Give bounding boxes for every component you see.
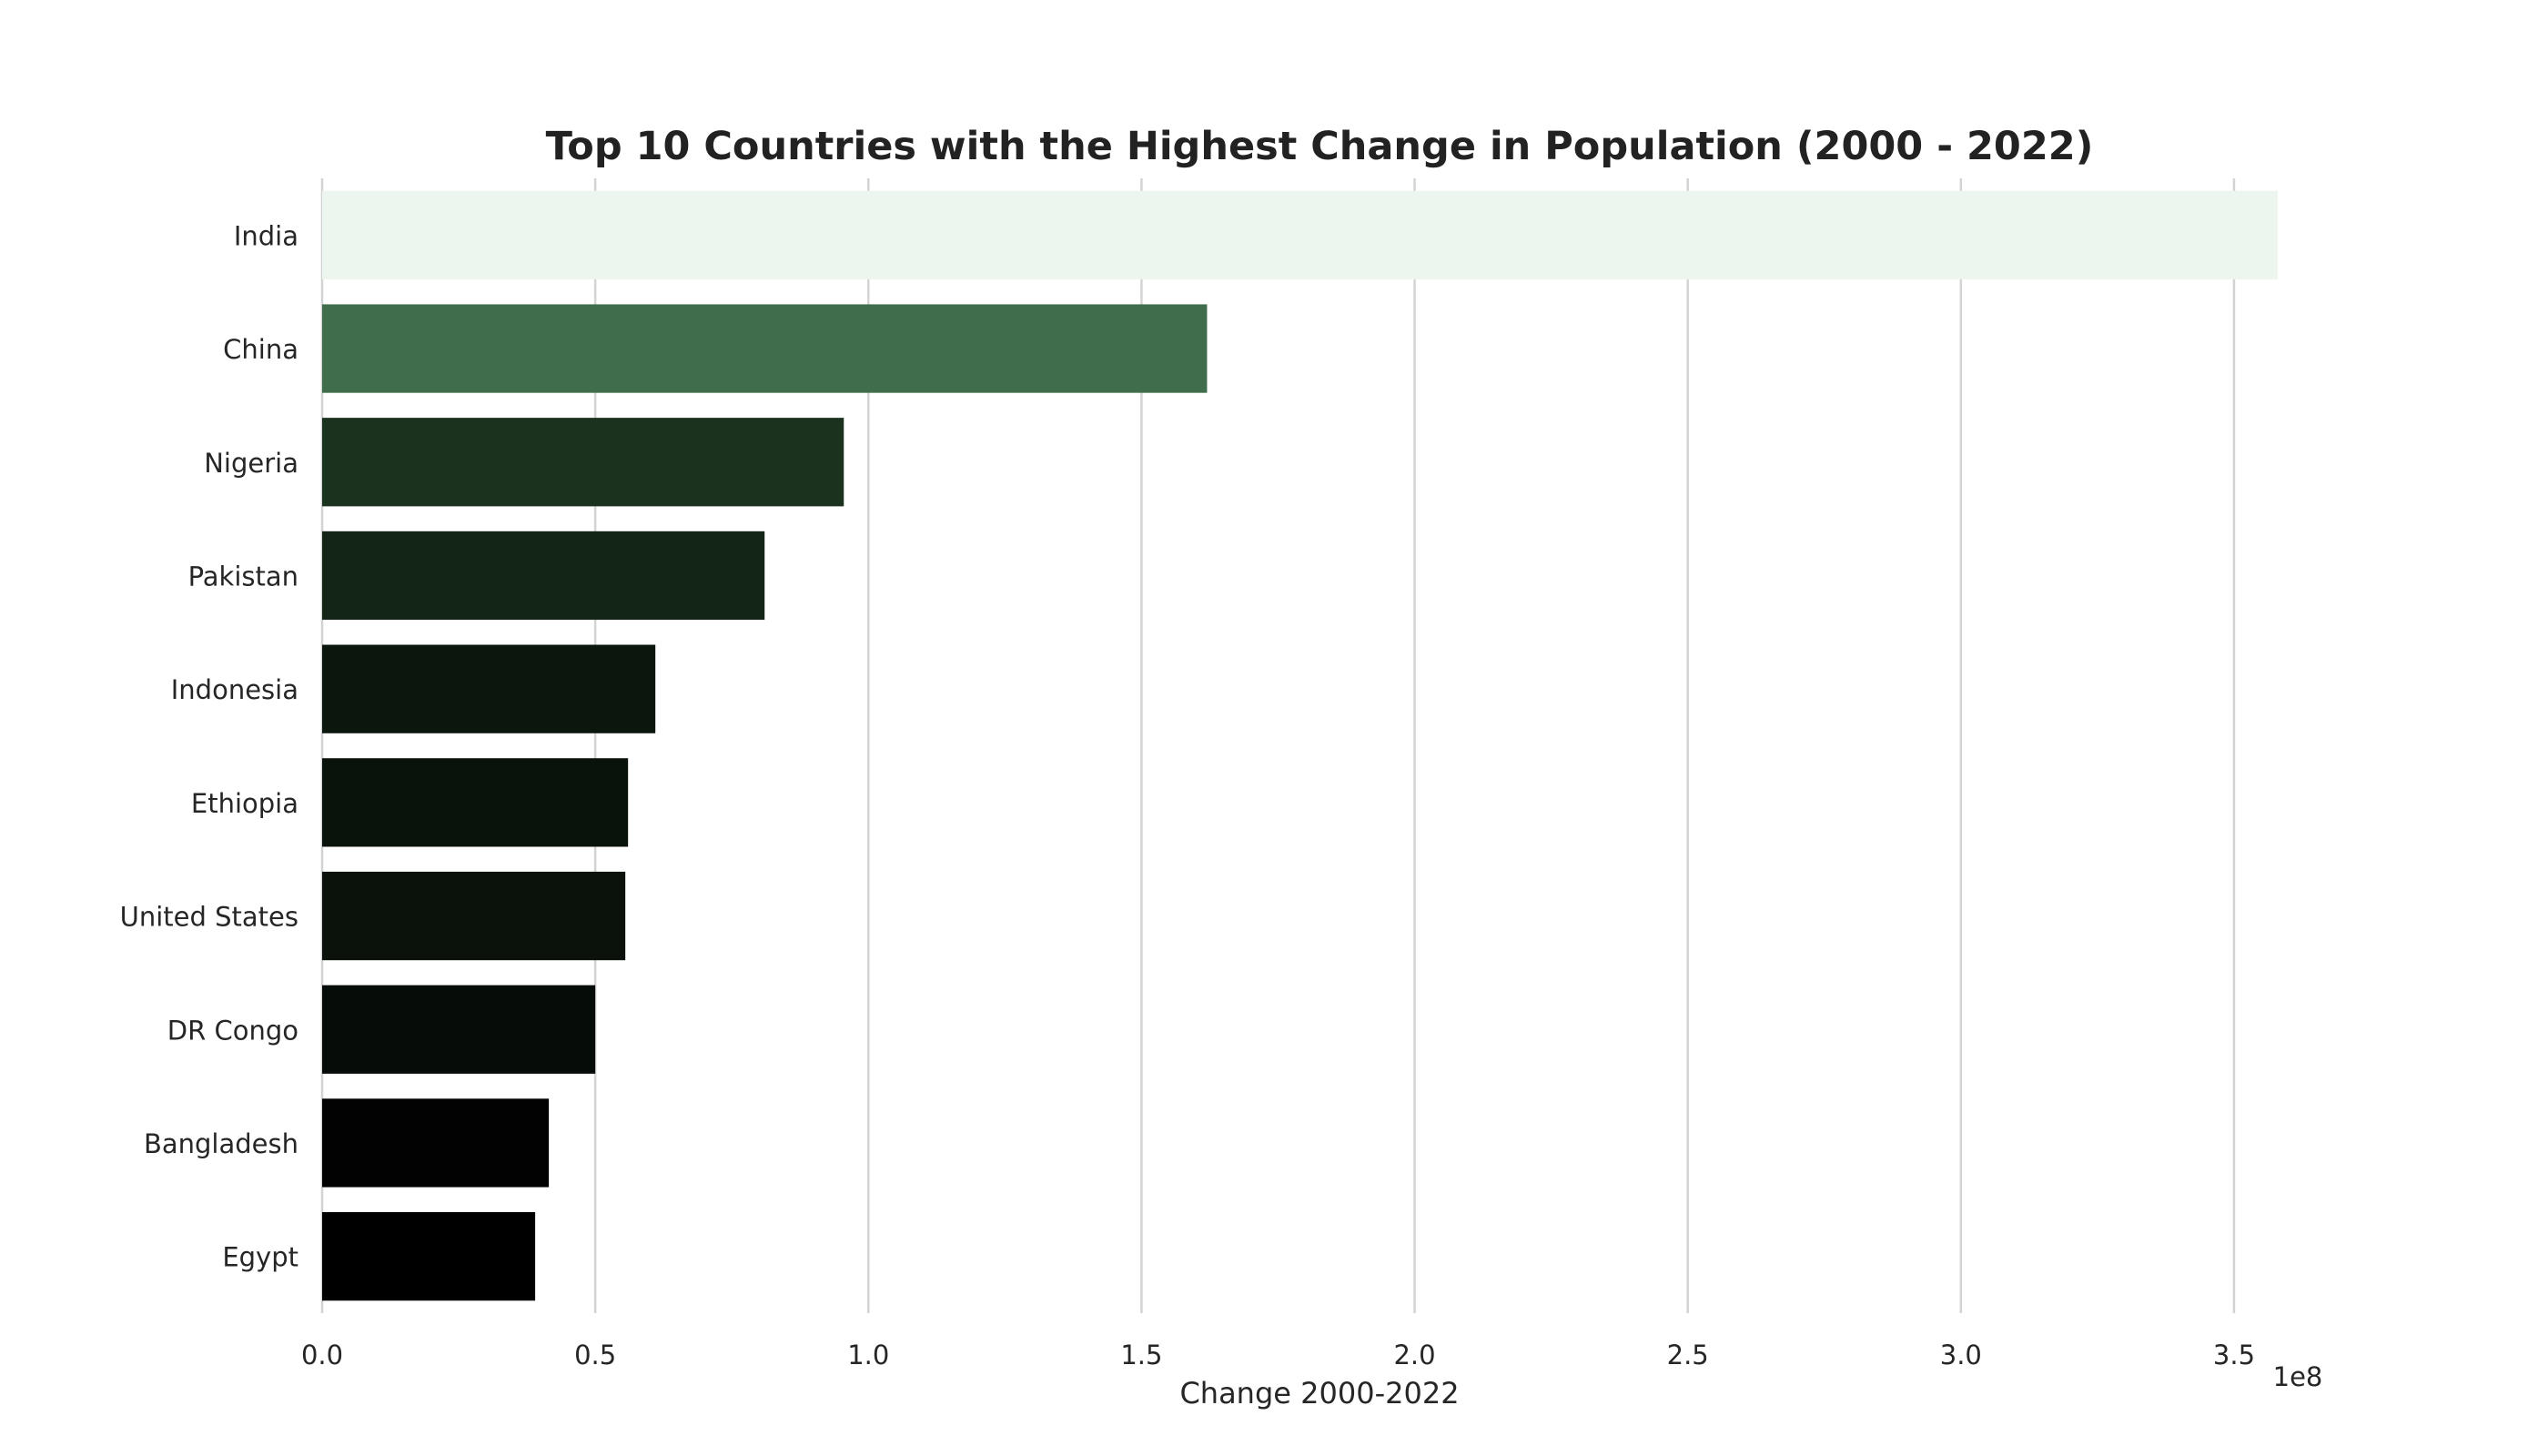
bar [322,1098,550,1188]
bar [322,644,656,733]
bar [322,190,2278,279]
category-label: Indonesia [171,674,298,705]
x-tick-label: 2.5 [1667,1340,1709,1370]
bar [322,985,596,1074]
bars [322,190,2278,1301]
x-tick-label: 1.0 [847,1340,889,1370]
category-label: Bangladesh [144,1128,298,1159]
bar [322,758,629,847]
bar [322,871,626,961]
x-axis-label: Change 2000-2022 [1179,1376,1459,1410]
chart-title: Top 10 Countries with the Highest Change… [546,124,2094,169]
category-labels: India China Nigeria Pakistan Indonesia Ethiop… [120,220,298,1272]
category-label: Nigeria [204,448,298,479]
category-label: Pakistan [188,561,298,592]
x-axis-offset-label: 1e8 [2273,1361,2323,1392]
x-tick-label: 2.0 [1393,1340,1435,1370]
x-tick-label: 3.5 [2213,1340,2255,1370]
category-label: China [223,334,298,365]
bar [322,1212,536,1301]
bar [322,531,765,621]
x-tick-labels: 0.0 0.5 1.0 1.5 2.0 2.5 3.0 3.5 [301,1340,2255,1370]
bar [322,418,844,507]
category-label: United States [120,902,298,933]
category-label: Egypt [222,1242,298,1273]
x-tick-label: 3.0 [1940,1340,1982,1370]
category-label: India [234,220,298,251]
x-tick-label: 0.0 [301,1340,343,1370]
x-tick-label: 0.5 [574,1340,616,1370]
category-label: Ethiopia [191,788,298,819]
x-tick-label: 1.5 [1120,1340,1162,1370]
bar [322,304,1208,393]
category-label: DR Congo [167,1015,298,1046]
